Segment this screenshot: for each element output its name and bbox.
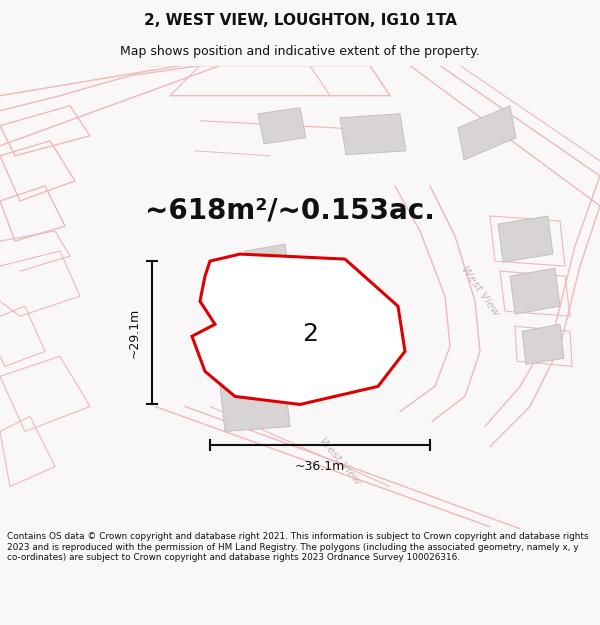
Polygon shape <box>510 268 560 314</box>
Polygon shape <box>340 114 406 155</box>
Polygon shape <box>522 324 564 364</box>
Text: Map shows position and indicative extent of the property.: Map shows position and indicative extent… <box>120 44 480 58</box>
Text: 2: 2 <box>302 322 318 346</box>
Polygon shape <box>220 381 290 431</box>
Text: ~618m²/~0.153ac.: ~618m²/~0.153ac. <box>145 197 435 225</box>
Polygon shape <box>262 278 305 318</box>
Text: Contains OS data © Crown copyright and database right 2021. This information is : Contains OS data © Crown copyright and d… <box>7 532 589 562</box>
Polygon shape <box>245 244 290 283</box>
Text: ~29.1m: ~29.1m <box>128 308 140 358</box>
Polygon shape <box>458 106 516 160</box>
Polygon shape <box>258 107 306 144</box>
Polygon shape <box>192 254 405 404</box>
Polygon shape <box>498 216 553 262</box>
Text: West View: West View <box>459 264 501 318</box>
Text: West View: West View <box>317 436 362 487</box>
Text: ~36.1m: ~36.1m <box>295 460 345 473</box>
Text: 2, WEST VIEW, LOUGHTON, IG10 1TA: 2, WEST VIEW, LOUGHTON, IG10 1TA <box>143 12 457 28</box>
